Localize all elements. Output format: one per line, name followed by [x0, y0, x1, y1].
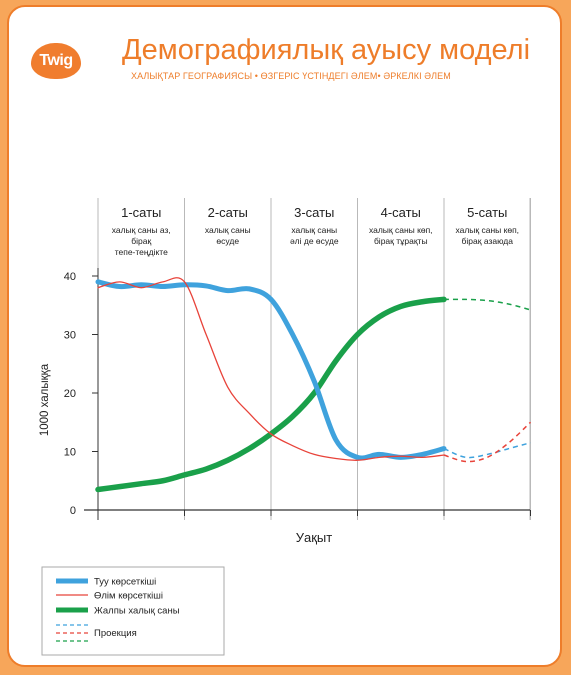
death-rate-line	[97, 277, 445, 461]
stage-description: халық саны	[205, 225, 251, 235]
stage-description: халық саны аз,	[112, 225, 171, 235]
y-tick-label: 30	[64, 330, 76, 342]
page-title: Демографиялық ауысу моделі	[122, 34, 531, 66]
stage-title: 5-саты	[467, 205, 507, 220]
stage-title: 1-саты	[121, 205, 161, 220]
legend-birth-label: Туу көрсеткіші	[94, 577, 156, 588]
page-subtitle: ХАЛЫҚТАР ГЕОГРАФИЯСЫ • ӨЗГЕРІС ҮСТІНДЕГІ…	[131, 71, 451, 81]
stage-title: 2-саты	[208, 205, 248, 220]
stage-description: халық саны көп,	[455, 225, 519, 235]
population-projection-line	[443, 298, 531, 311]
stage-description: халық саны	[291, 225, 337, 235]
x-axis-label: Уақыт	[296, 530, 333, 545]
stage-description: бірақ	[131, 236, 151, 246]
legend-population-label: Жалпы халық саны	[94, 606, 180, 617]
y-tick-label: 20	[64, 388, 76, 400]
y-axis-label: 1000 халыққа	[39, 363, 51, 436]
stage-description: өсуде	[216, 236, 239, 246]
stage-title: 3-саты	[294, 205, 334, 220]
birth-projection-line	[443, 442, 531, 459]
stage-description: тепе-теңдікте	[115, 247, 168, 257]
twig-logo: Twig	[31, 43, 81, 79]
stage-description: бірақ азаюда	[462, 236, 514, 246]
y-tick-label: 0	[70, 505, 76, 517]
legend-projection-label: Проекция	[94, 628, 137, 639]
stage-title: 4-саты	[381, 205, 421, 220]
death-projection-line	[443, 421, 532, 463]
birth-rate-line	[95, 279, 447, 461]
y-tick-label: 10	[64, 447, 76, 459]
legend-death-label: Өлім көрсеткіші	[94, 591, 163, 602]
stage-description: халық саны көп,	[369, 225, 433, 235]
stage-description: әлі де өсуде	[290, 236, 339, 246]
y-tick-label: 40	[64, 271, 76, 283]
stage-description: бірақ тұрақты	[374, 236, 428, 246]
card: Twig Демографиялық ауысу моделі ХАЛЫҚТАР…	[7, 5, 562, 667]
